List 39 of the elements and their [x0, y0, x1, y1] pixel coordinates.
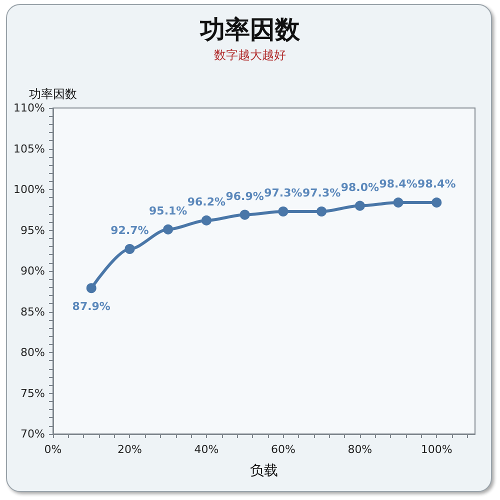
- point: [163, 224, 174, 234]
- point: [393, 198, 404, 208]
- point: [316, 206, 327, 216]
- y-tick-label: 70%: [20, 428, 45, 440]
- data-label: 96.2%: [187, 195, 226, 208]
- x-tick-label: 80%: [348, 443, 372, 456]
- point: [240, 210, 250, 220]
- point: [354, 200, 365, 211]
- y-tick-label: 75%: [20, 386, 45, 400]
- x-tick-label: 40%: [194, 443, 219, 456]
- y-tick-label: 90%: [20, 264, 45, 278]
- data-label: 96.9%: [226, 190, 264, 203]
- y-tick-label: 85%: [20, 305, 45, 318]
- chart-title: 功率因数: [199, 15, 301, 44]
- data-label: 97.3%: [302, 186, 341, 200]
- y-tick-label: 100%: [14, 183, 45, 196]
- point: [124, 244, 135, 254]
- x-tick-label: 60%: [270, 443, 296, 456]
- point: [432, 198, 442, 208]
- x-tick-label: 0%: [44, 443, 62, 456]
- data-label: 97.3%: [264, 186, 302, 200]
- x-axis-title: 负载: [250, 463, 278, 479]
- point: [201, 215, 212, 226]
- y-axis-title: 功率因数: [29, 87, 77, 101]
- data-label: 98.4%: [418, 178, 456, 191]
- data-label: 92.7%: [110, 224, 149, 237]
- data-label: 95.1%: [149, 204, 188, 218]
- x-tick-label: 20%: [118, 443, 142, 456]
- data-label: 98.0%: [340, 180, 379, 194]
- data-label: 87.9%: [72, 300, 110, 314]
- chart-subtitle: 数字越大越好: [214, 48, 286, 62]
- y-tick-label: 95%: [20, 224, 45, 237]
- data-label: 98.4%: [379, 178, 418, 191]
- point: [86, 283, 96, 294]
- x-tick-label: 100%: [420, 443, 452, 456]
- y-tick-label: 105%: [14, 142, 45, 156]
- point: [278, 206, 288, 216]
- y-tick-label: 110%: [14, 102, 45, 114]
- y-tick-label: 80%: [20, 346, 45, 359]
